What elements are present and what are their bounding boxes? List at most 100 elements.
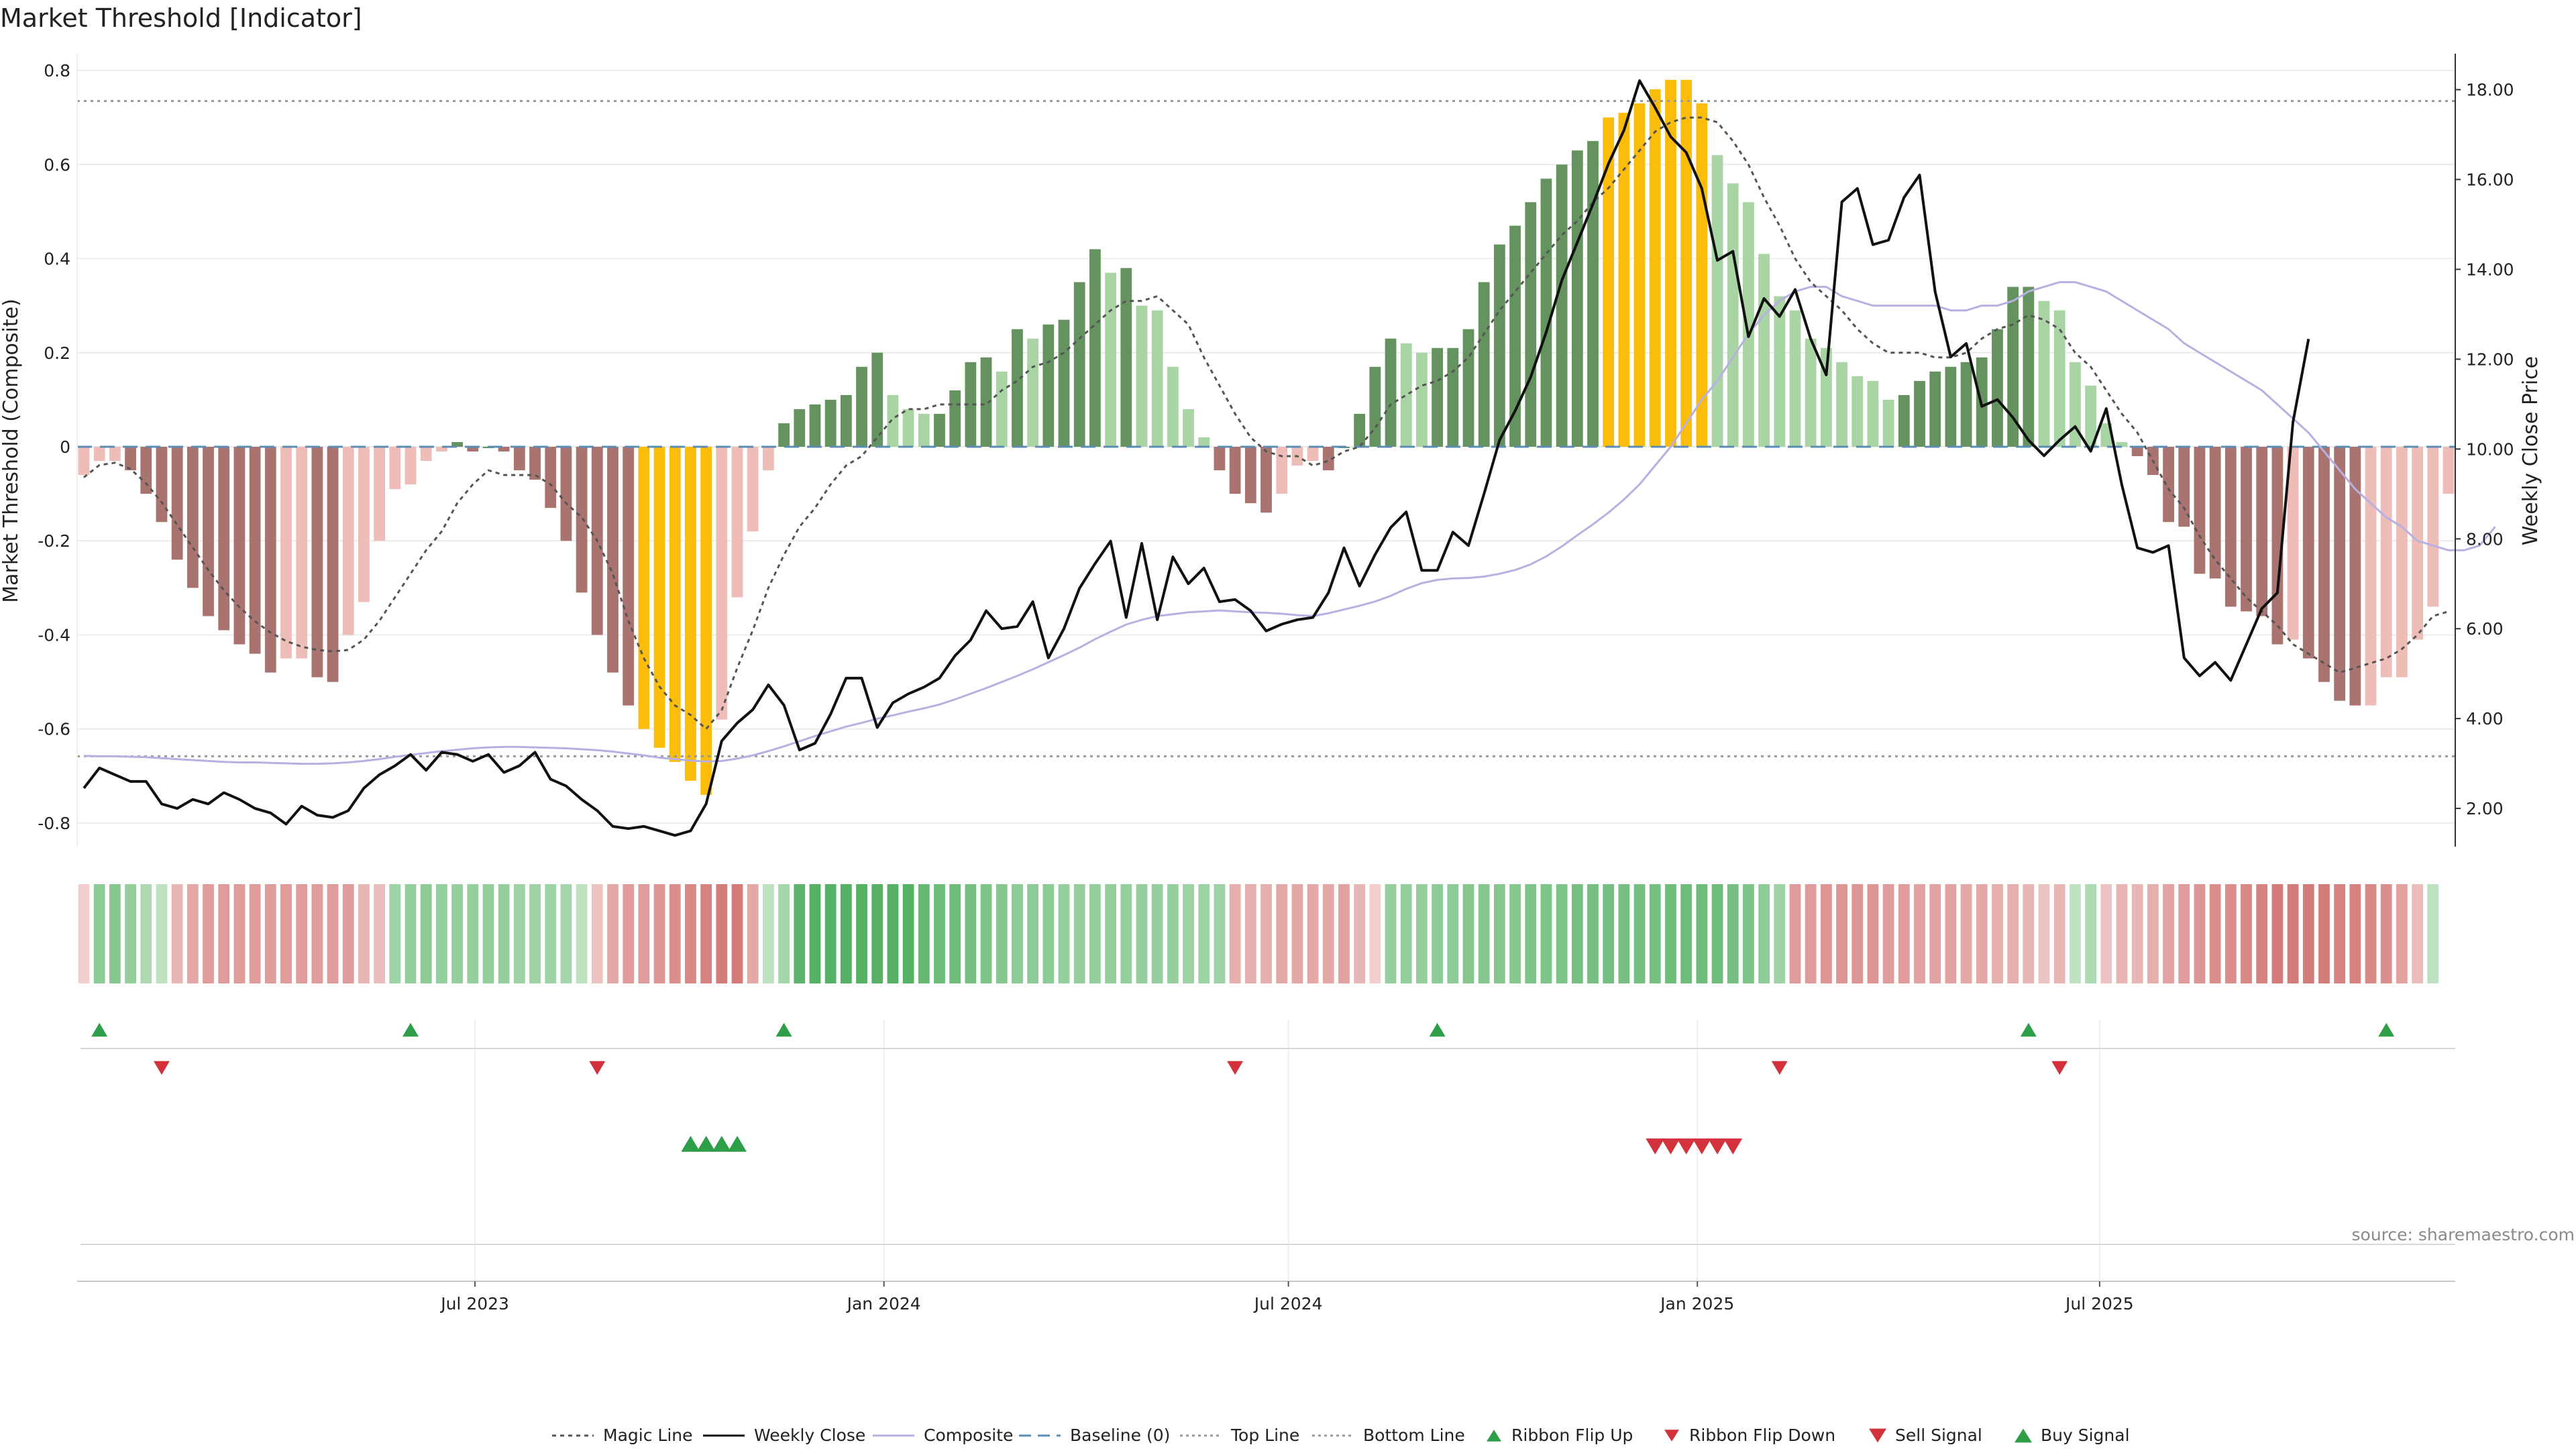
composite-bar (1587, 141, 1599, 447)
composite-bar (78, 447, 90, 476)
ribbon-cell (902, 884, 914, 983)
legend-sell-label: Sell Signal (1895, 1426, 1982, 1445)
ribbon-cell (1338, 884, 1350, 983)
ribbon-cell (1385, 884, 1397, 983)
ribbon-cell (1214, 884, 1226, 983)
composite-bar (2287, 447, 2299, 640)
ribbon-cell (856, 884, 867, 983)
ribbon-cell (1727, 884, 1739, 983)
buy-signal-marker (681, 1136, 700, 1152)
ribbon-cell (1012, 884, 1023, 983)
ribbon-cell (996, 884, 1008, 983)
buy-signal-marker (728, 1136, 747, 1152)
composite-bar (1416, 352, 1428, 447)
composite-bar (638, 447, 650, 729)
ribbon-cell (2349, 884, 2361, 983)
ribbon-cell (435, 884, 447, 983)
ribbon-cell (1898, 884, 1910, 983)
y-left-tick-label: 0.4 (44, 250, 70, 269)
ribbon-cell (1136, 884, 1148, 983)
composite-bar (1649, 89, 1661, 447)
ribbon-cell (1540, 884, 1552, 983)
composite-bar (1042, 324, 1055, 447)
composite-bar (856, 366, 867, 447)
composite-bar (218, 447, 230, 631)
composite-bar (156, 447, 168, 523)
y-left-tick-label: -0.4 (38, 625, 70, 645)
signal-markers (80, 1022, 2455, 1245)
x-tick-label: Jul 2025 (2064, 1294, 2134, 1313)
composite-bar (1711, 155, 1723, 447)
composite-bar (1618, 113, 1630, 447)
composite-bar (109, 447, 121, 462)
sell-signal-marker (1708, 1138, 1727, 1155)
ribbon-cell (1603, 884, 1615, 983)
composite-bar (1789, 310, 1801, 447)
ribbon-cell (498, 884, 510, 983)
ribbon-cell (840, 884, 852, 983)
ribbon-cell (2007, 884, 2019, 983)
composite-bar (140, 447, 152, 494)
composite-bar (1167, 366, 1179, 447)
ribbon-cell (1743, 884, 1754, 983)
composite-bar (2365, 447, 2377, 706)
ribbon-cell (156, 884, 168, 983)
ribbon-cell (420, 884, 432, 983)
legend-item-sell: Sell Signal (1869, 1426, 1982, 1445)
ribbon-cell (358, 884, 370, 983)
ribbon-cell (1758, 884, 1770, 983)
ribbon-cell (2380, 884, 2392, 983)
composite-bar (1914, 380, 1925, 447)
ribbon-cell (1229, 884, 1241, 983)
ribbon-cell (1322, 884, 1334, 983)
ribbon-cell (1665, 884, 1676, 983)
ribbon-cell (1992, 884, 2003, 983)
legend-item-composite: Composite (873, 1426, 1013, 1445)
ribbon-cell (1058, 884, 1070, 983)
legend-composite-label: Composite (924, 1426, 1013, 1445)
composite-bar (342, 447, 354, 635)
ribbon-cell (653, 884, 665, 983)
ribbon-flip-down-marker (589, 1061, 606, 1075)
composite-bar (1898, 394, 1910, 447)
composite-bar (1556, 164, 1568, 447)
ribbon-cell (1369, 884, 1381, 983)
composite-bar (513, 447, 525, 471)
indicator-lines (77, 79, 2496, 837)
ribbon-cell (1851, 884, 1864, 983)
ribbon-cell (467, 884, 479, 983)
ribbon-cell (2287, 884, 2299, 983)
ribbon-cell (638, 884, 650, 983)
composite-bar (1120, 268, 1132, 447)
composite-bar (1385, 338, 1397, 447)
ribbon-cell (576, 884, 588, 983)
composite-bar (2194, 447, 2206, 574)
ribbon-cell (1820, 884, 1832, 983)
ribbon-cell (887, 884, 899, 983)
y-right-tick-label: 2.00 (2466, 799, 2504, 818)
composite-bar (2302, 447, 2314, 659)
ribbon-cell (1354, 884, 1366, 983)
ribbon-cell (529, 884, 541, 983)
composite-bar (716, 447, 728, 720)
ribbon-cell (1680, 884, 1693, 983)
composite-bar (824, 399, 837, 447)
composite-bar (1462, 329, 1474, 447)
ribbon-cell (1260, 884, 1272, 983)
ribbon-cell (918, 884, 930, 983)
ribbon-cell (342, 884, 354, 983)
composite-bar (203, 447, 214, 616)
ribbon-cell (700, 884, 712, 983)
ribbon-cell (1571, 884, 1583, 983)
composite-bar (2412, 447, 2424, 640)
ribbon-cell (747, 884, 759, 983)
y-left-tick-label: 0.2 (44, 343, 70, 363)
x-tick-label: Jan 2024 (846, 1294, 921, 1313)
buy-signal-marker (696, 1136, 716, 1152)
composite-bar (264, 447, 276, 673)
composite-bar (887, 394, 899, 447)
composite-bar (529, 447, 541, 480)
ribbon-cell (1432, 884, 1443, 983)
ribbon-cell (2256, 884, 2268, 983)
ribbon-cell (2100, 884, 2112, 983)
